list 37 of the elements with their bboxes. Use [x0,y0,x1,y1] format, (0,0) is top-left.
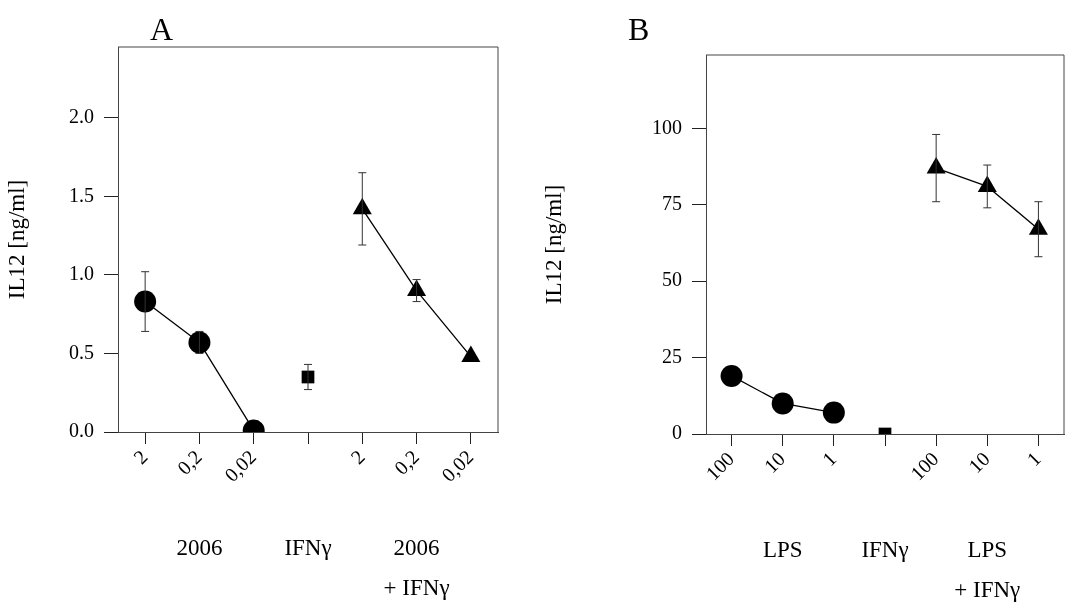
x-tick-label: 1 [1022,447,1045,471]
x-tick-label: 0,02 [219,445,261,486]
point [1028,218,1048,235]
y-tick-label: 1.5 [69,183,94,206]
y-tick-label: 0.5 [69,340,94,363]
y-tick-label: 1.0 [69,262,94,285]
text: 2006 + IFNγ [383,535,450,600]
y-tick-label: 100 [652,115,682,138]
x-tick-label: 0,2 [389,445,424,479]
x-tick-label: 10 [964,447,994,478]
y-tick-label: 25 [662,344,682,367]
y-tick-label: 0 [672,421,682,444]
x-tick-label: 10 [759,447,790,478]
text: 2006 [176,535,223,560]
text: IFNγ [861,537,909,562]
point [771,392,794,415]
y-tick-label: 0.0 [69,419,94,442]
chart-title: A [150,11,174,47]
x-tick-label: 100 [701,447,739,485]
chart-title: B [628,11,650,47]
x-tick-label: 100 [905,447,943,485]
y-axis-title: IL12 [ng/ml] [540,184,566,305]
x-tick-label: 2 [129,445,152,469]
y-tick-label: 75 [662,192,682,215]
text: LPS + IFNγ [954,537,1021,602]
y-axis-title: IL12 [ng/ml] [3,179,29,300]
text: IFNγ [284,535,332,560]
y-tick-label: 2.0 [69,104,94,127]
x-tick-label: 0,2 [172,445,206,479]
x-tick-label: 2 [346,445,369,469]
point [720,364,743,387]
y-tick-label: 50 [662,268,682,291]
point [977,175,997,192]
text: LPS [762,537,803,562]
x-tick-label: 1 [817,447,841,471]
x-tick-label: 0,02 [437,445,478,486]
point [822,401,845,424]
